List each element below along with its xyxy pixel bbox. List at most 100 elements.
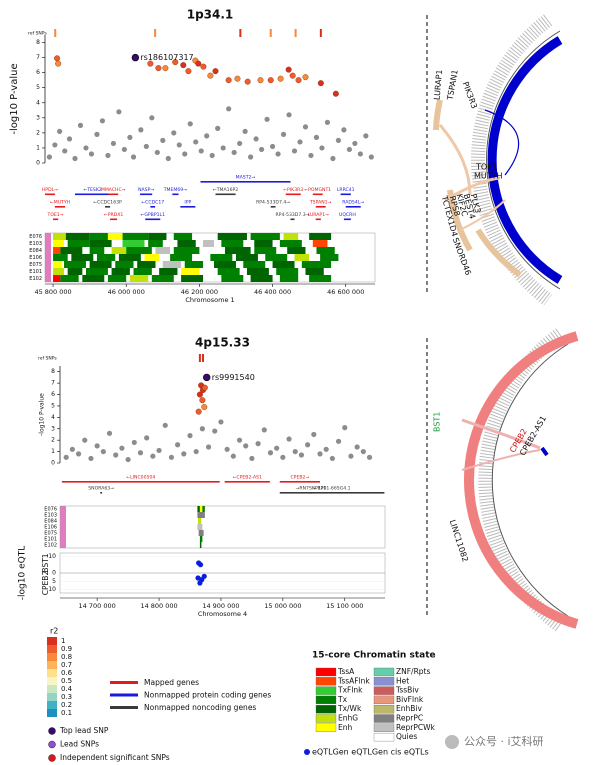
gene-type-label: Nonmapped protein coding genes <box>144 691 271 700</box>
r2-swatch <box>47 685 57 693</box>
x-tick-label: 46 600 000 <box>327 288 364 296</box>
chromatin-block <box>53 268 65 275</box>
ld-snp-point <box>234 75 241 82</box>
gene-label: TOE1→ <box>47 212 64 218</box>
ref-snp <box>239 29 242 37</box>
chromatin-swatch <box>373 695 395 705</box>
chromatin-label: Tx <box>337 695 348 704</box>
snp-point <box>137 450 144 456</box>
ld-snp-point <box>162 65 169 72</box>
ld-snp-point <box>317 80 324 87</box>
gene-bar <box>315 206 326 208</box>
circos-ring <box>486 30 561 290</box>
chromatin-swatch <box>373 705 395 714</box>
snp-point <box>82 437 88 443</box>
gene-label: ←POMGNT1 <box>304 187 331 193</box>
snp-point <box>162 422 168 428</box>
eqtl-swatch <box>304 749 310 755</box>
chromatin-block <box>272 261 295 268</box>
heatmap-row-label: E084 <box>29 248 42 254</box>
chromatin-block <box>115 261 134 268</box>
heatmap-row-label: E076 <box>44 507 57 513</box>
chromatin-block <box>89 261 112 268</box>
snp-point <box>323 446 329 452</box>
gene-bar <box>100 492 103 494</box>
x-tick-label: 14 700 000 <box>79 602 116 610</box>
r2-swatch <box>47 645 57 653</box>
r2-label: 0.9 <box>61 645 72 653</box>
snp-point <box>330 155 336 162</box>
snp-point <box>125 456 131 463</box>
chromatin-block <box>53 247 61 254</box>
panel-title: 4p15.33 <box>195 336 250 350</box>
gene-bar <box>45 193 55 196</box>
snp-point <box>317 451 323 457</box>
snp-type-swatch <box>48 740 56 749</box>
chromatin-block <box>210 254 233 261</box>
snp-point <box>46 154 52 160</box>
snp-point <box>360 448 366 455</box>
snp-point <box>57 128 63 134</box>
gene-label: ←CCDC163P <box>93 200 122 206</box>
chromatin-block <box>217 268 240 275</box>
snp-point <box>302 124 309 130</box>
r2-swatch <box>47 709 57 717</box>
ld-snp-point <box>295 77 302 84</box>
snp-point <box>357 151 363 157</box>
ref-snps-label: ref SNPs <box>28 31 47 37</box>
ld-snp-point <box>55 60 62 67</box>
gene-bar <box>285 193 301 196</box>
circos-arc <box>464 331 579 629</box>
chromatin-block <box>129 275 149 282</box>
tissue-strip <box>45 233 51 282</box>
gene-bar <box>145 218 161 221</box>
circos-arc <box>487 36 563 284</box>
y-tick-label: 1 <box>51 448 55 455</box>
snp-point <box>366 454 373 460</box>
gene-label: NASP→ <box>138 187 154 193</box>
heatmap-row-label: E102 <box>44 543 57 549</box>
heatmap-row-label: E106 <box>44 525 57 531</box>
snp-point <box>264 116 270 122</box>
chromatin-swatch <box>315 714 337 723</box>
snp-point <box>106 430 113 436</box>
chromatin-block <box>181 268 200 275</box>
chromatin-block <box>221 275 244 282</box>
ref-snp <box>54 29 57 37</box>
gene-bar <box>150 206 156 208</box>
snp-point <box>127 134 133 140</box>
gene-type-swatch <box>110 706 138 709</box>
gene-bar <box>224 481 270 483</box>
gene-bar <box>315 218 321 221</box>
gene-label: ←TESK2 <box>83 187 101 193</box>
chromatin-block <box>265 254 288 261</box>
snp-point <box>205 444 212 450</box>
circos-link <box>461 418 541 450</box>
chromatin-block <box>198 518 202 524</box>
snp-point <box>280 454 286 460</box>
chromatin-block <box>309 233 332 240</box>
snp-point <box>83 145 89 151</box>
ld-snp-point <box>195 60 202 67</box>
snp-point <box>156 447 162 454</box>
snp-type-swatch <box>48 754 56 762</box>
circos-ring <box>491 343 569 617</box>
chromatin-block <box>60 247 83 254</box>
heatmap-row-label: E075 <box>44 531 57 537</box>
y-tick-label: 2 <box>36 129 40 136</box>
chromatin-block <box>133 268 152 275</box>
gene-bar <box>54 206 66 208</box>
chromatin-block <box>148 240 163 247</box>
chromatin-block <box>82 275 105 282</box>
ld-snp-point <box>172 59 179 66</box>
snp-point <box>131 439 137 446</box>
gene-type-swatch <box>110 693 138 697</box>
r2-swatch <box>47 637 57 645</box>
circos-link <box>461 449 541 471</box>
snp-point <box>121 146 127 153</box>
chromatin-block <box>53 275 61 282</box>
snp-point <box>215 125 221 131</box>
chromatin-swatch <box>373 714 395 723</box>
x-tick-label: 46 400 000 <box>254 288 291 296</box>
snp-point <box>269 143 276 150</box>
